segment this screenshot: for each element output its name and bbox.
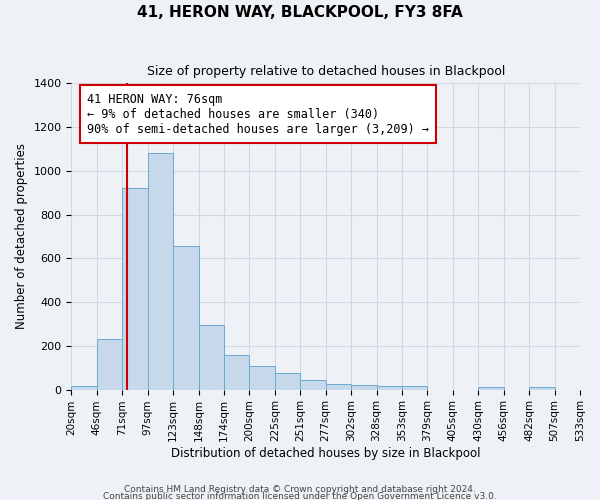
- Bar: [199, 325, 224, 390]
- Text: 41, HERON WAY, BLACKPOOL, FY3 8FA: 41, HERON WAY, BLACKPOOL, FY3 8FA: [137, 5, 463, 20]
- Bar: [224, 354, 250, 390]
- Bar: [122, 188, 148, 390]
- Text: Contains public sector information licensed under the Open Government Licence v3: Contains public sector information licen…: [103, 492, 497, 500]
- Bar: [529, 388, 554, 390]
- Bar: [402, 386, 427, 390]
- Bar: [97, 340, 122, 390]
- Bar: [377, 386, 402, 390]
- Bar: [478, 387, 504, 390]
- Title: Size of property relative to detached houses in Blackpool: Size of property relative to detached ho…: [146, 65, 505, 78]
- Bar: [71, 386, 97, 390]
- Text: Contains HM Land Registry data © Crown copyright and database right 2024.: Contains HM Land Registry data © Crown c…: [124, 486, 476, 494]
- Bar: [250, 366, 275, 390]
- Text: 41 HERON WAY: 76sqm
← 9% of detached houses are smaller (340)
90% of semi-detach: 41 HERON WAY: 76sqm ← 9% of detached hou…: [86, 92, 428, 136]
- Bar: [326, 384, 351, 390]
- Bar: [173, 246, 199, 390]
- Bar: [300, 380, 326, 390]
- X-axis label: Distribution of detached houses by size in Blackpool: Distribution of detached houses by size …: [171, 447, 481, 460]
- Bar: [148, 154, 173, 390]
- Y-axis label: Number of detached properties: Number of detached properties: [15, 144, 28, 330]
- Bar: [275, 373, 300, 390]
- Bar: [351, 385, 377, 390]
